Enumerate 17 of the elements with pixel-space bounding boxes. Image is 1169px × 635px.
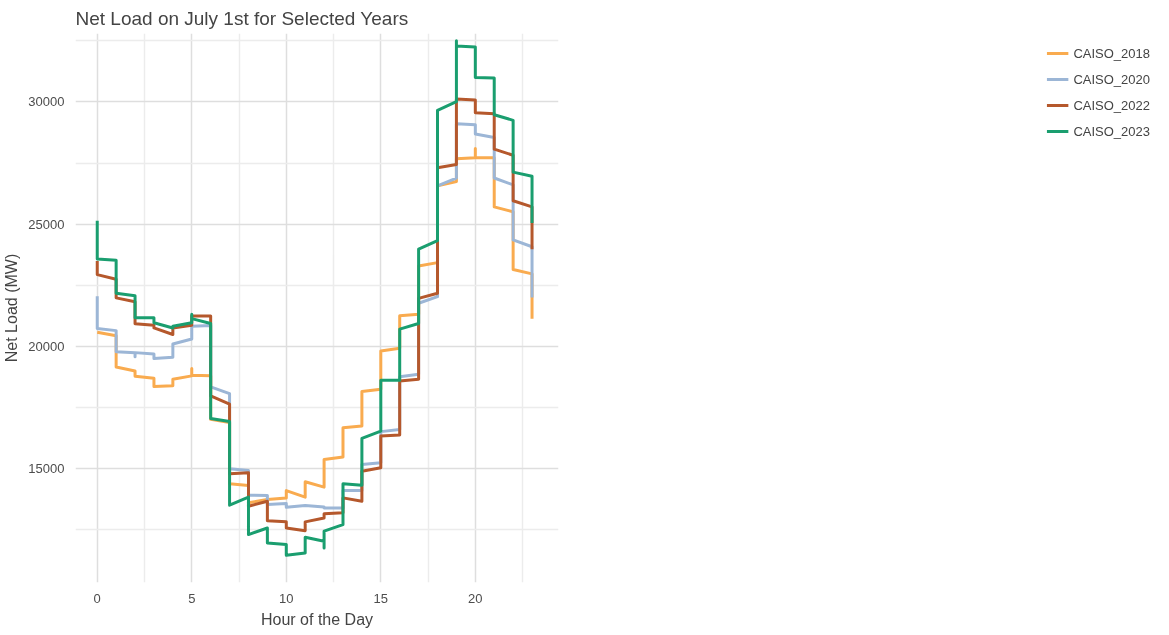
legend-label: CAISO_2023 (1073, 123, 1150, 139)
y-tick-label: 25000 (28, 216, 65, 232)
legend-label: CAISO_2020 (1073, 71, 1150, 87)
legend-label: CAISO_2022 (1073, 97, 1150, 113)
x-tick-label: 5 (188, 590, 196, 606)
x-axis-title: Hour of the Day (260, 610, 374, 628)
line-series (95, 39, 534, 557)
x-tick-label: 15 (373, 590, 389, 606)
x-tick-label: 0 (93, 590, 101, 606)
legend-label: CAISO_2018 (1073, 45, 1150, 61)
chart-title: Net Load on July 1st for Selected Years (75, 7, 409, 29)
y-tick-label: 30000 (28, 94, 65, 110)
y-tick-label: 15000 (28, 461, 65, 477)
x-tick-label: 10 (279, 590, 294, 606)
y-tick-label: 20000 (28, 339, 65, 355)
x-tick-label: 20 (468, 590, 483, 606)
y-axis-title: Net Load (MW) (3, 253, 21, 363)
